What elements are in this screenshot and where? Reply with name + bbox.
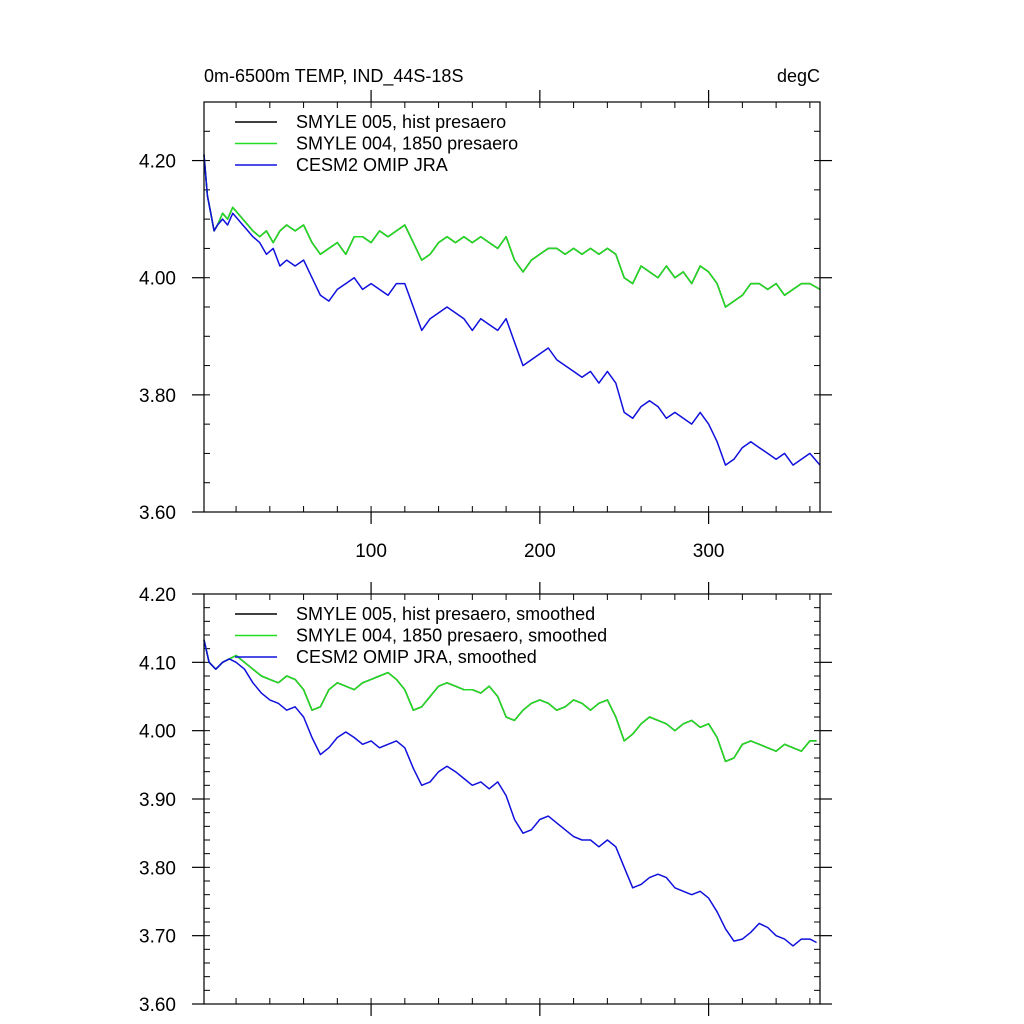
y-tick-label: 4.10 xyxy=(139,653,176,674)
y-tick-label: 4.20 xyxy=(139,152,176,173)
legend-label-2: CESM2 OMIP JRA, smoothed xyxy=(296,647,537,667)
top-panel-ticks: 3.60 3.80 4.00 4.20 100 200 300 xyxy=(139,90,832,562)
x-tick-label: 100 xyxy=(355,541,387,562)
top-panel: 3.60 3.80 4.00 4.20 100 200 300 0m-6500m TEMP,… xyxy=(139,66,832,562)
top-panel-frame xyxy=(203,101,821,513)
legend-label-0: SMYLE 005, hist presaero xyxy=(296,112,506,132)
x-tick-label: 200 xyxy=(524,541,556,562)
bottom-panel-legend: SMYLE 005, hist presaero, smoothedSMYLE … xyxy=(235,604,607,667)
y-tick-label: 3.90 xyxy=(139,790,176,811)
y-tick-label: 4.20 xyxy=(139,585,176,606)
y-tick-label: 4.00 xyxy=(139,722,176,743)
bottom-panel: 3.60 3.70 3.80 3.90 4.00 4.10 4.20 SMYLE 005, … xyxy=(139,582,832,1016)
top-panel-units: degC xyxy=(777,66,820,86)
y-tick-label: 4.00 xyxy=(139,269,176,290)
bottom-panel-frame xyxy=(203,593,821,1005)
legend-label-1: SMYLE 004, 1850 presaero xyxy=(296,134,518,154)
legend-label-2: CESM2 OMIP JRA xyxy=(296,155,448,175)
series-line-1 xyxy=(203,639,817,763)
bottom-panel-ticks: 3.60 3.70 3.80 3.90 4.00 4.10 4.20 xyxy=(139,582,832,1016)
y-tick-label: 3.80 xyxy=(139,858,176,879)
x-tick-label: 300 xyxy=(693,541,725,562)
top-panel-title: 0m-6500m TEMP, IND_44S-18S xyxy=(204,66,463,87)
series-line-2 xyxy=(203,154,821,466)
legend-label-0: SMYLE 005, hist presaero, smoothed xyxy=(296,604,595,624)
y-tick-label: 3.60 xyxy=(139,503,176,524)
series-line-1 xyxy=(203,154,821,308)
top-panel-series xyxy=(203,154,821,466)
y-tick-label: 3.60 xyxy=(139,995,176,1016)
bottom-panel-series xyxy=(203,639,817,947)
series-line-2 xyxy=(203,639,817,947)
legend-label-1: SMYLE 004, 1850 presaero, smoothed xyxy=(296,626,607,646)
y-tick-label: 3.80 xyxy=(139,386,176,407)
y-tick-label: 3.70 xyxy=(139,927,176,948)
